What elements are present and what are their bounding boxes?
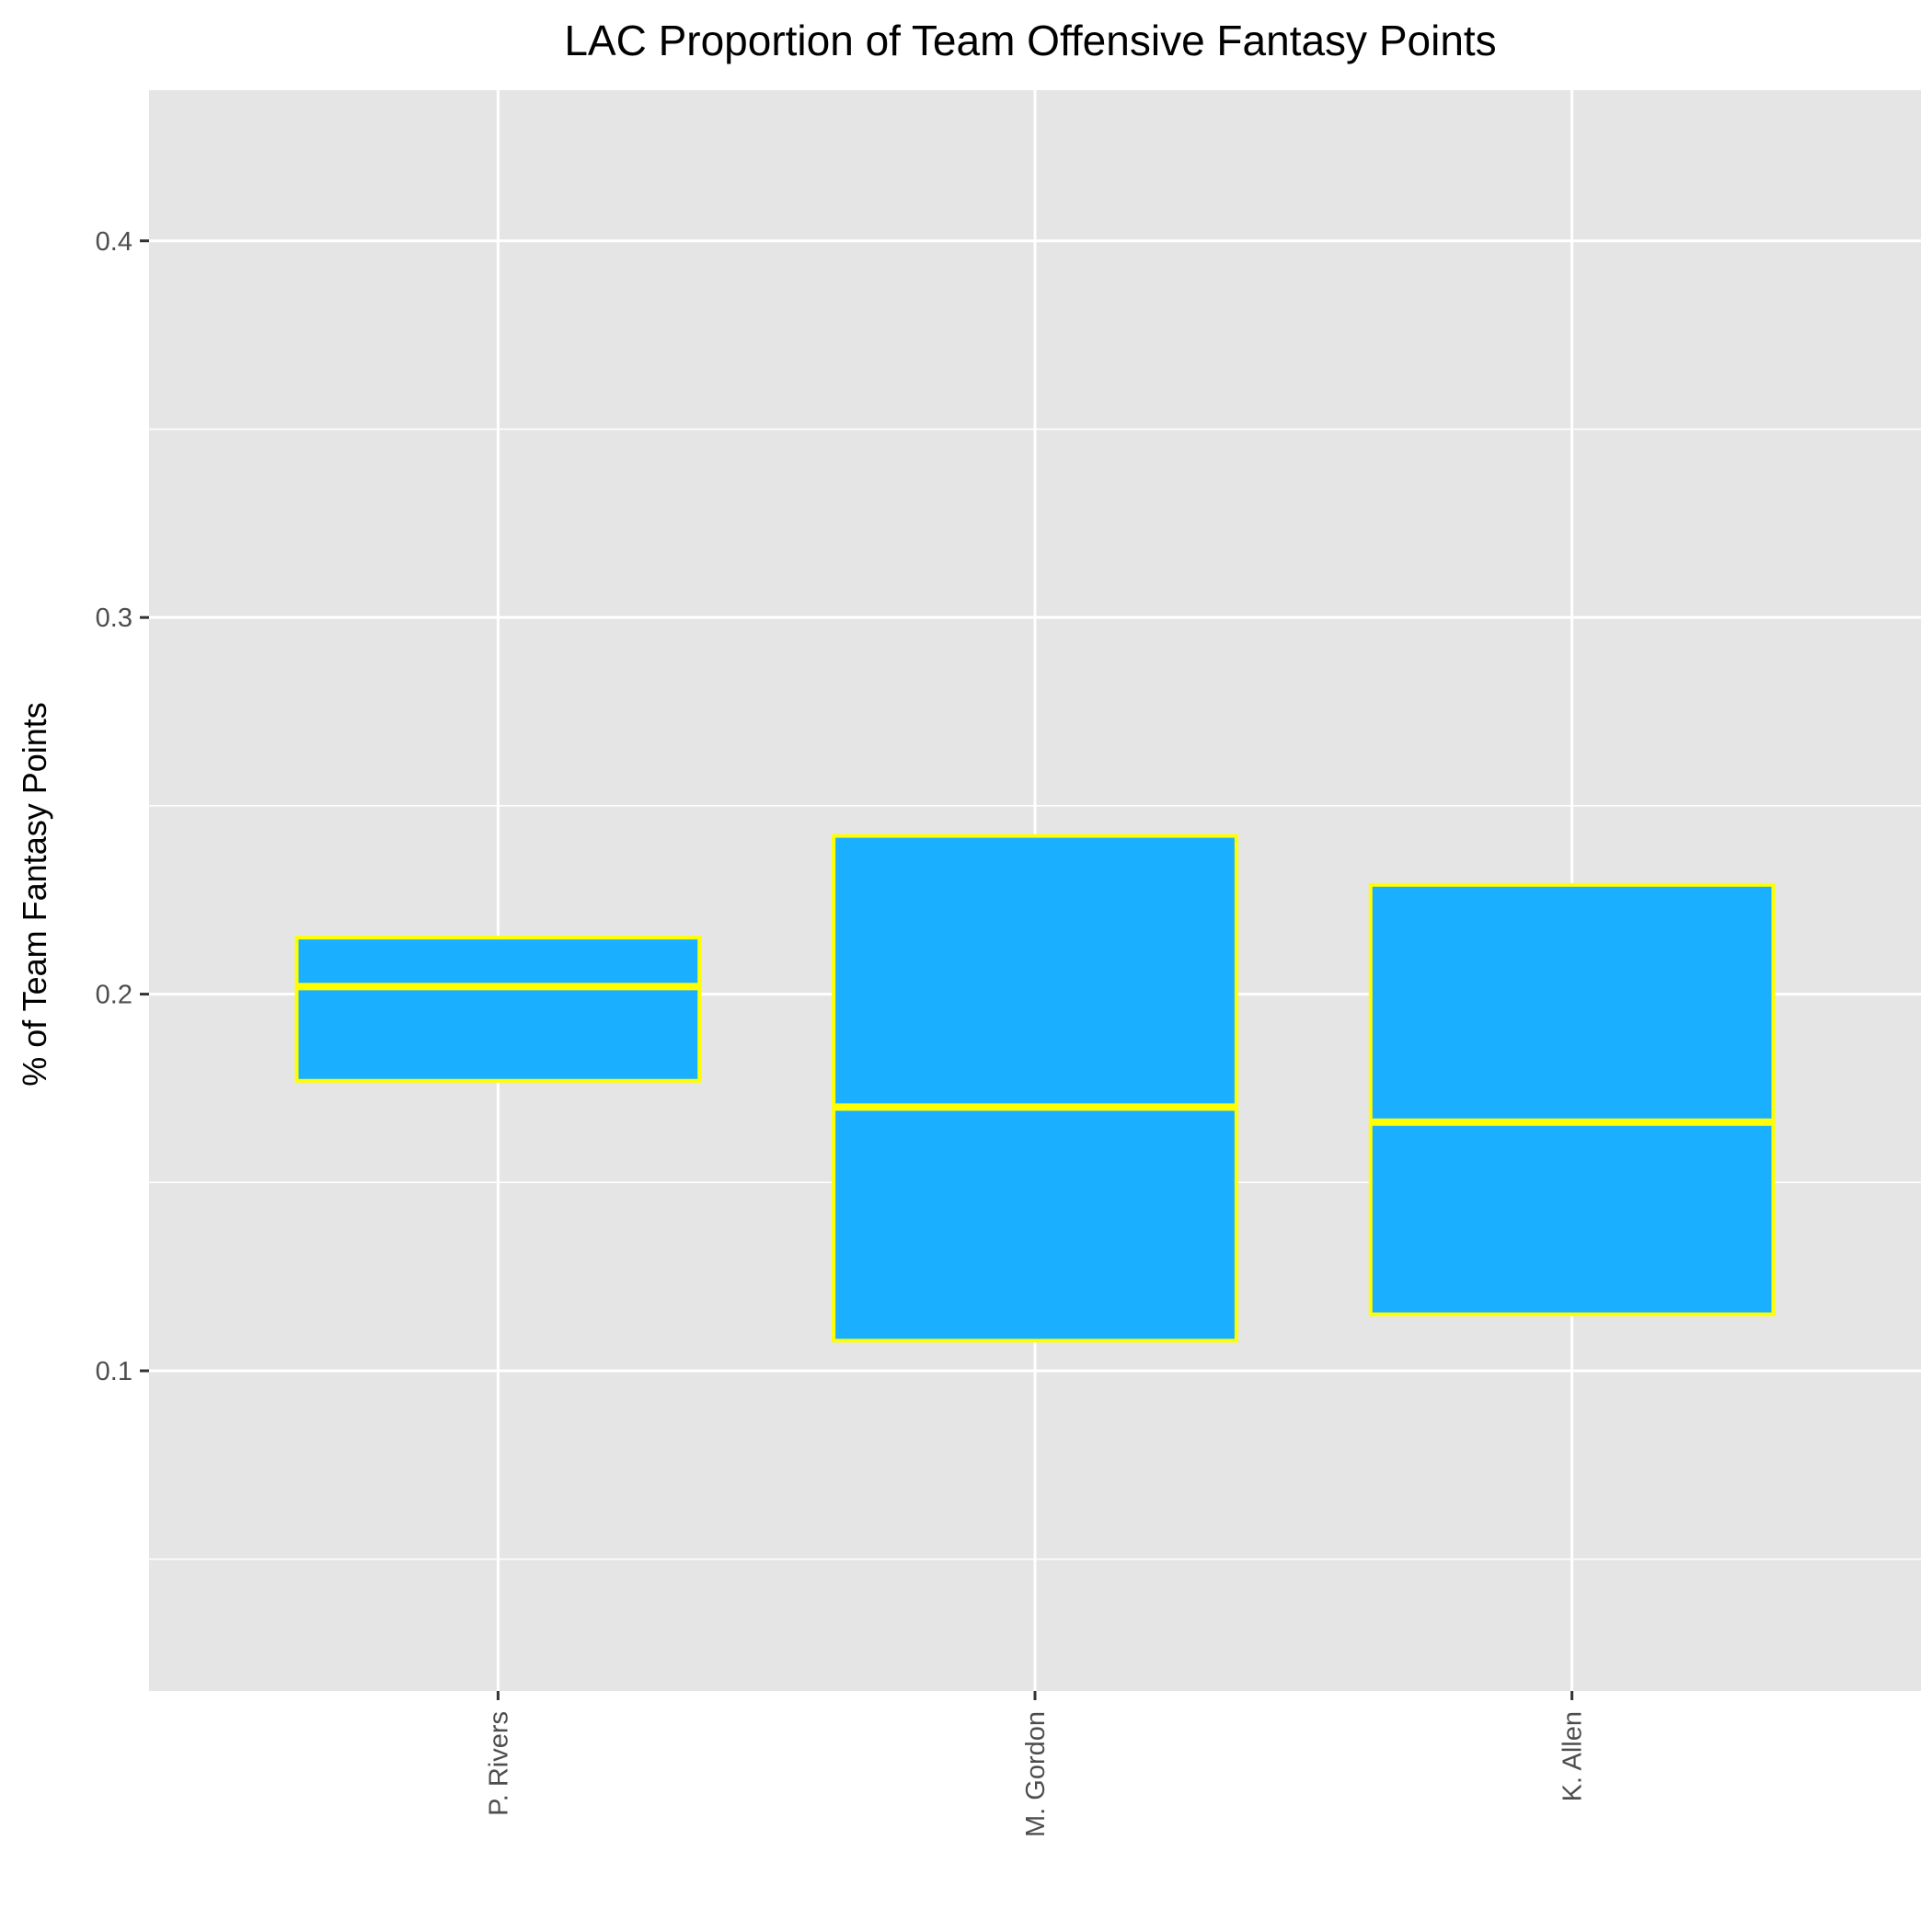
y-tick-label: 0.2 xyxy=(96,981,132,1010)
box-m-gordon xyxy=(832,834,1238,1343)
y-axis-label: % of Team Fantasy Points xyxy=(16,702,53,1087)
y-tick-label: 0.1 xyxy=(96,1357,132,1386)
boxes xyxy=(294,834,1776,1343)
box-body xyxy=(832,834,1238,1343)
x-tick-label: M. Gordon xyxy=(1021,1711,1051,1837)
chart-title: LAC Proportion of Team Offensive Fantasy… xyxy=(564,17,1496,64)
box-body xyxy=(294,936,702,1083)
x-tick-label: K. Allen xyxy=(1558,1711,1588,1801)
box-k-allen xyxy=(1368,882,1776,1317)
box-p-rivers xyxy=(294,936,702,1083)
x-axis: P. Rivers M. Gordon K. Allen xyxy=(484,1691,1588,1837)
y-tick-label: 0.4 xyxy=(96,227,132,257)
y-axis: 0.1 0.2 0.3 0.4 xyxy=(96,227,149,1386)
x-tick-label: P. Rivers xyxy=(484,1711,513,1816)
y-tick-label: 0.3 xyxy=(96,604,132,633)
box-body xyxy=(1368,882,1776,1317)
